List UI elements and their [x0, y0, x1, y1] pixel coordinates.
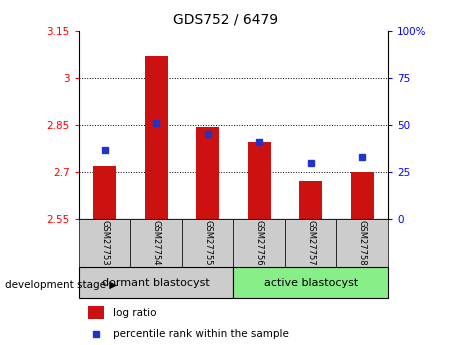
Text: dormant blastocyst: dormant blastocyst — [102, 278, 210, 288]
Bar — [145, 56, 168, 219]
Text: GDS752 / 6479: GDS752 / 6479 — [173, 12, 278, 26]
Bar — [234, 219, 285, 267]
Text: percentile rank within the sample: percentile rank within the sample — [113, 329, 289, 339]
Bar — [285, 219, 336, 267]
Bar — [196, 127, 219, 219]
Text: GSM27755: GSM27755 — [203, 220, 212, 266]
Text: log ratio: log ratio — [113, 308, 156, 318]
Bar — [130, 219, 182, 267]
Bar — [234, 267, 388, 298]
Bar — [79, 267, 234, 298]
Text: GSM27758: GSM27758 — [358, 220, 367, 266]
Bar — [299, 181, 322, 219]
Text: GSM27753: GSM27753 — [100, 220, 109, 266]
Text: GSM27756: GSM27756 — [255, 220, 264, 266]
Bar — [336, 219, 388, 267]
Text: GSM27757: GSM27757 — [306, 220, 315, 266]
Bar — [248, 142, 271, 219]
Text: GSM27754: GSM27754 — [152, 220, 161, 266]
Bar — [88, 306, 104, 319]
Bar — [93, 166, 116, 219]
Bar — [182, 219, 234, 267]
Bar — [79, 219, 130, 267]
Bar — [350, 172, 374, 219]
Text: active blastocyst: active blastocyst — [263, 278, 358, 288]
Text: development stage ▶: development stage ▶ — [5, 280, 117, 289]
